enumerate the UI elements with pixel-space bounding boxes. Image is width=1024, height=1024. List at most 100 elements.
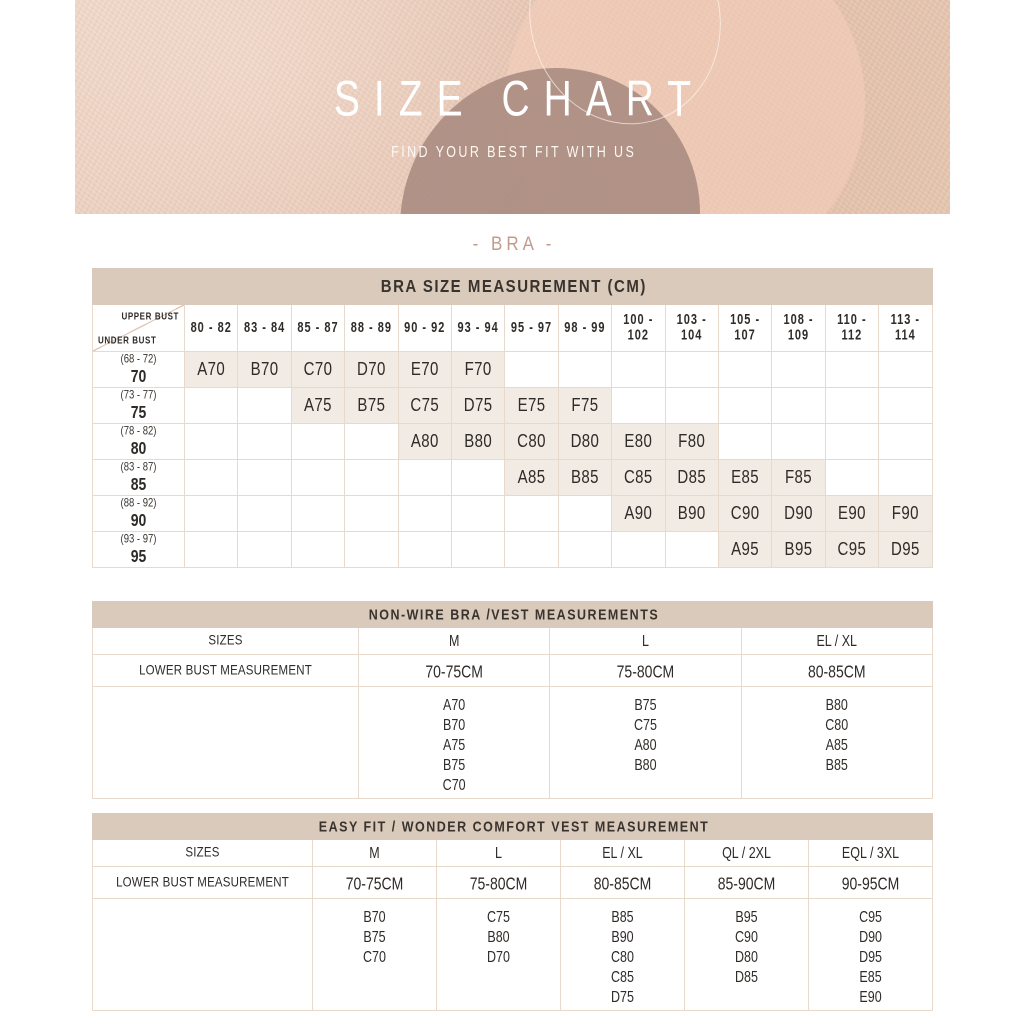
bra-cell: C70 (290, 351, 346, 388)
easyfit-cup-list: C75 B80 D70 (436, 898, 561, 1011)
bra-cell: C85 (611, 459, 666, 496)
bra-cell (878, 459, 933, 496)
easyfit-measurement-value: 80-85CM (560, 866, 685, 899)
bra-cell: B75 (344, 387, 399, 424)
bra-cell (504, 531, 559, 568)
nonwire-size-header: M (357, 627, 551, 655)
bra-cell: B85 (557, 459, 613, 496)
bra-col-header: 103 - 104 (664, 304, 719, 352)
nonwire-sizes-label: SIZES (92, 627, 359, 655)
table-row: A70 B70 A75 B75 C70 B75 C75 A80 B80 B80 … (92, 686, 933, 799)
bra-cell: D80 (557, 423, 613, 460)
page-subtitle: FIND YOUR BEST FIT WITH US (391, 143, 637, 161)
easyfit-size-header: EL / XL (560, 839, 685, 867)
bra-cell (878, 387, 933, 424)
nonwire-measurement-value: 80-85CM (740, 654, 933, 687)
bra-cell: A75 (290, 387, 346, 424)
bra-cell (771, 387, 826, 424)
bra-cell (824, 387, 880, 424)
bra-cell (237, 495, 292, 532)
bra-cell (450, 531, 506, 568)
bra-col-header: 110 - 112 (824, 304, 880, 352)
bra-cell (717, 423, 773, 460)
easyfit-sizes-label: SIZES (92, 839, 313, 867)
bra-cell: E90 (824, 495, 880, 532)
bra-cell (237, 531, 292, 568)
bra-cell: E85 (717, 459, 773, 496)
bra-col-header: 108 - 109 (771, 304, 826, 352)
bra-cell (290, 423, 346, 460)
bra-cell (290, 495, 346, 532)
bra-cell: C75 (397, 387, 452, 424)
bra-cell: D90 (771, 495, 826, 532)
bra-col-header: 85 - 87 (290, 304, 346, 352)
bra-cell (664, 531, 719, 568)
table-row: LOWER BUST MEASUREMENT 70-75CM 75-80CM 8… (92, 866, 934, 899)
bra-cell: F70 (450, 351, 506, 388)
table-row: (93 - 97) 95 A95 B95 C95 D95 (92, 531, 933, 568)
bra-col-header: 105 - 107 (717, 304, 773, 352)
table-row: (73 - 77) 75 A75 B75 C75 D75 E75 F75 (92, 387, 933, 424)
nonwire-cup-list: A70 B70 A75 B75 C70 (357, 686, 551, 799)
bra-cell (344, 423, 399, 460)
bra-cell: B95 (771, 531, 826, 568)
bra-cell (717, 351, 773, 388)
easyfit-measurement-value: 75-80CM (436, 866, 561, 899)
nonwire-cup-list: B80 C80 A85 B85 (740, 686, 933, 799)
bra-cell (557, 495, 613, 532)
bra-cell (290, 459, 346, 496)
easyfit-size-header: M (312, 839, 437, 867)
nonwire-size-header: L (549, 627, 742, 655)
bra-cell: C95 (824, 531, 880, 568)
bra-cell (824, 351, 880, 388)
bra-cell (557, 531, 613, 568)
easyfit-vest-table: EASY FIT / WONDER COMFORT VEST MEASUREME… (91, 813, 934, 1011)
nonwire-size-header: EL / XL (740, 627, 933, 655)
bra-cell (237, 459, 292, 496)
section-title-bra: - BRA - (472, 232, 556, 255)
bra-cell: E80 (611, 423, 666, 460)
bra-cell (183, 387, 239, 424)
bra-cell (611, 387, 666, 424)
bra-cell: D70 (344, 351, 399, 388)
bra-cell (183, 495, 239, 532)
easyfit-cup-list: B70 B75 C70 (312, 898, 437, 1011)
bra-cell (450, 459, 506, 496)
easyfit-cup-list: C95 D90 D95 E85 E90 (807, 898, 934, 1011)
bra-cell: C90 (717, 495, 773, 532)
bra-cell (183, 423, 239, 460)
bra-cell: F90 (878, 495, 933, 532)
table-band-row: BRA SIZE MEASUREMENT (CM) (92, 268, 933, 305)
bra-cell: A85 (504, 459, 559, 496)
bra-cell (664, 387, 719, 424)
bra-cell (611, 531, 666, 568)
bra-cell: C80 (504, 423, 559, 460)
bra-cell (504, 495, 559, 532)
nonwire-measurement-value: 75-80CM (549, 654, 742, 687)
bra-cell: D95 (878, 531, 933, 568)
easyfit-measurement-value: 90-95CM (807, 866, 934, 899)
bra-cell: F75 (557, 387, 613, 424)
easyfit-measurement-value: 85-90CM (684, 866, 809, 899)
bra-cell (450, 495, 506, 532)
bra-cell (183, 459, 239, 496)
bra-cell (290, 531, 346, 568)
bra-col-header: 80 - 82 (183, 304, 239, 352)
corner-upper-bust-label: UPPER BUST (121, 310, 179, 323)
bra-cell (397, 495, 452, 532)
easyfit-empty-cell (92, 898, 313, 1011)
easyfit-table-band-label: EASY FIT / WONDER COMFORT VEST MEASUREME… (318, 818, 710, 835)
bra-cell (664, 351, 719, 388)
nonwire-cup-list: B75 C75 A80 B80 (549, 686, 742, 799)
bra-row-label: (83 - 87) 85 (92, 459, 185, 496)
bra-row-label: (88 - 92) 90 (92, 495, 185, 532)
nonwire-table-band: NON-WIRE BRA /VEST MEASUREMENTS (92, 601, 933, 628)
bra-col-header: 113 - 114 (878, 304, 933, 352)
bra-cell: A80 (397, 423, 452, 460)
bra-col-header: 98 - 99 (557, 304, 613, 352)
bra-cell (878, 351, 933, 388)
nonwire-bra-vest-table: NON-WIRE BRA /VEST MEASUREMENTS SIZES M … (92, 601, 933, 799)
easyfit-size-header: L (436, 839, 561, 867)
bra-table-band: BRA SIZE MEASUREMENT (CM) (92, 268, 933, 305)
easyfit-table-band: EASY FIT / WONDER COMFORT VEST MEASUREME… (91, 813, 934, 840)
